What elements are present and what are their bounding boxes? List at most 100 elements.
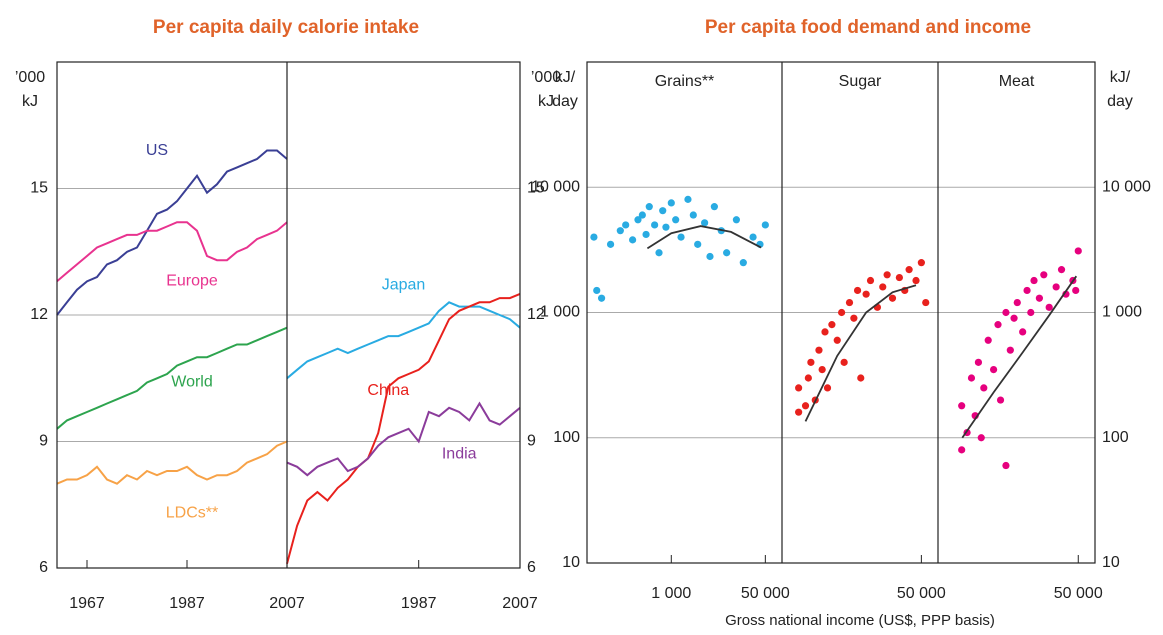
scatter-point <box>1030 276 1038 285</box>
y-axis-label: ’000 <box>15 69 45 86</box>
y-tick-label: 1 000 <box>540 304 580 321</box>
scatter-point <box>1023 286 1031 295</box>
scatter-point <box>662 223 670 231</box>
scatter-point <box>958 402 966 410</box>
y-tick-label: 9 <box>39 433 48 450</box>
scatter-point <box>1074 247 1082 255</box>
scatter-point <box>761 221 769 229</box>
y-tick-label: 10 <box>562 554 580 571</box>
series-line <box>286 401 521 477</box>
series-label: LDCs** <box>166 504 218 521</box>
scatter-point <box>634 216 642 224</box>
x-tick-label: 50 000 <box>1054 585 1103 602</box>
scatter-point <box>828 321 836 329</box>
y-axis-label: day <box>552 93 578 110</box>
y-axis-label: kJ <box>22 93 38 110</box>
fit-line <box>804 284 917 422</box>
scatter-point <box>823 384 832 392</box>
scatter-point <box>667 199 675 207</box>
scatter-point <box>606 240 615 248</box>
y-tick-label: 100 <box>1102 429 1129 446</box>
scatter-point <box>833 336 841 344</box>
scatter-point <box>866 276 875 285</box>
series-label: China <box>367 382 409 399</box>
plot-frame <box>56 61 521 569</box>
scatter-point <box>1002 461 1010 470</box>
scatter-point <box>694 240 702 248</box>
scatter-point <box>616 227 624 235</box>
scatter-point <box>1045 303 1053 311</box>
x-axis-label: Gross national income (US$, PPP basis) <box>725 612 995 629</box>
scatter-point <box>1002 308 1010 317</box>
scatter-point <box>838 308 846 317</box>
scatter-point <box>1057 266 1066 274</box>
x-tick-label: 1987 <box>401 595 437 612</box>
scatter-point <box>723 249 731 257</box>
scatter-point <box>638 211 646 219</box>
y-tick-label: 15 <box>30 180 48 197</box>
y-axis-label: kJ/ <box>1110 69 1131 86</box>
y-tick-label: 10 <box>1102 554 1120 571</box>
scatter-point <box>857 374 865 382</box>
scatter-point <box>1010 314 1018 322</box>
scatter-point <box>642 230 650 239</box>
scatter-point <box>821 328 829 336</box>
fit-line <box>646 225 762 250</box>
scatter-point <box>862 290 870 298</box>
scatter-point <box>895 273 903 282</box>
series-label: India <box>442 445 477 462</box>
scatter-point <box>795 384 803 392</box>
plot-frame <box>586 61 1096 564</box>
fit-line <box>961 275 1078 439</box>
series-label: US <box>146 142 168 159</box>
scatter-point <box>967 374 976 382</box>
panel-title: Meat <box>999 73 1035 90</box>
y-tick-label: 6 <box>527 559 536 576</box>
scatter-point <box>1006 346 1014 354</box>
series-line <box>56 221 288 283</box>
y-tick-label: 10 000 <box>531 178 580 195</box>
scatter-point <box>706 252 714 261</box>
scatter-point <box>996 396 1005 404</box>
scatter-point <box>672 216 680 224</box>
scatter-point <box>883 271 891 279</box>
panel-title: Grains** <box>655 73 715 90</box>
scatter-point <box>659 207 667 215</box>
scatter-point <box>850 314 858 322</box>
scatter-point <box>684 195 692 203</box>
y-tick-label: 12 <box>527 306 545 323</box>
series-line <box>56 326 288 430</box>
series-line <box>286 292 521 565</box>
scatter-point <box>974 358 983 366</box>
x-tick-label: 1967 <box>69 595 105 612</box>
series-line <box>56 440 288 485</box>
y-tick-label: 100 <box>553 429 580 446</box>
series-label: World <box>171 374 213 391</box>
y-axis-label: day <box>1107 93 1133 110</box>
scatter-point <box>1013 298 1021 307</box>
scatter-point <box>1040 271 1048 279</box>
scatter-point <box>593 286 601 295</box>
scatter-point <box>689 211 697 219</box>
x-tick-label: 1987 <box>169 595 205 612</box>
x-tick-label: 2007 <box>502 595 538 612</box>
x-tick-label: 50 000 <box>741 585 790 602</box>
scatter-point <box>597 294 606 302</box>
scatter-point <box>912 276 920 285</box>
scatter-point <box>677 233 685 241</box>
scatter-point <box>749 233 757 241</box>
y-axis-label: kJ <box>538 93 554 110</box>
y-tick-label: 15 <box>527 180 545 197</box>
series-line <box>56 149 288 316</box>
scatter-point <box>710 203 718 211</box>
series-label: Japan <box>382 277 426 294</box>
scatter-point <box>732 216 740 224</box>
y-tick-label: 12 <box>30 306 48 323</box>
scatter-point <box>1072 286 1080 295</box>
series-line <box>286 301 521 380</box>
scatter-point <box>655 249 663 257</box>
scatter-point <box>629 236 637 244</box>
scatter-point <box>801 402 810 410</box>
scatter-point <box>922 298 930 307</box>
